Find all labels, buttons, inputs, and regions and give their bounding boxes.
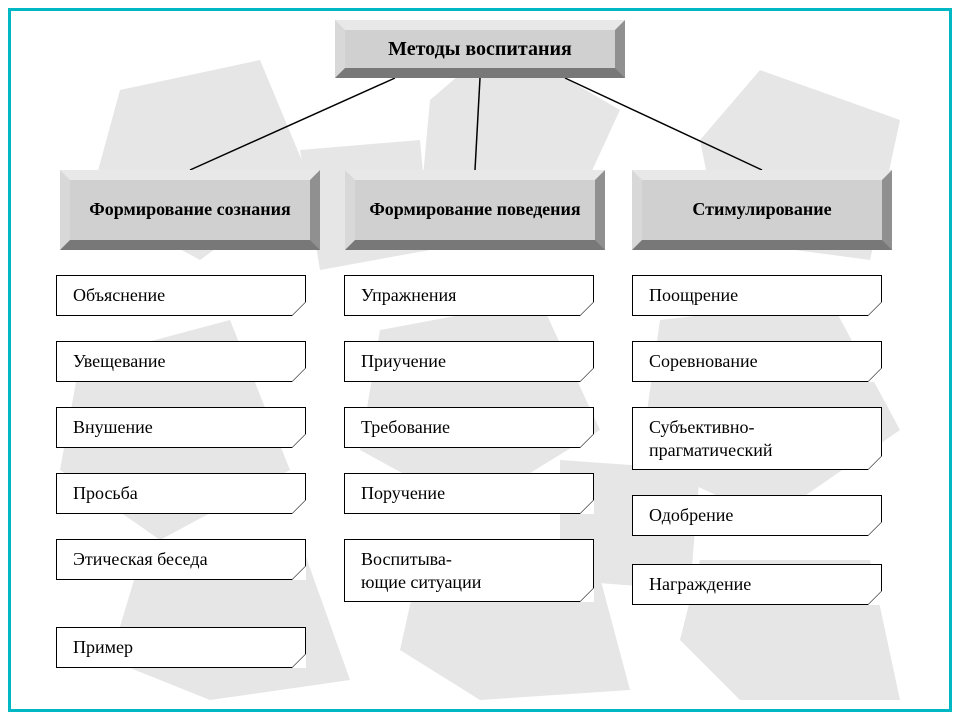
leaf-node: Внушение bbox=[56, 407, 306, 448]
leaf-node: Награждение bbox=[632, 564, 882, 605]
category-label: Стимулирование bbox=[692, 199, 831, 221]
category-node: Формирование сознания bbox=[60, 170, 320, 250]
category-node: Формирование поведения bbox=[345, 170, 605, 250]
leaf-node: Субъективно- прагматический bbox=[632, 407, 882, 470]
leaf-node: Увещевание bbox=[56, 341, 306, 382]
root-label: Методы воспитания bbox=[388, 37, 572, 61]
category-label: Формирование поведения bbox=[369, 199, 580, 221]
root-node: Методы воспитания bbox=[335, 20, 625, 78]
leaf-node: Поручение bbox=[344, 473, 594, 514]
leaf-node: Пример bbox=[56, 627, 306, 668]
leaf-node: Объяснение bbox=[56, 275, 306, 316]
leaf-node: Поощрение bbox=[632, 275, 882, 316]
leaf-node: Упражнения bbox=[344, 275, 594, 316]
leaf-node: Просьба bbox=[56, 473, 306, 514]
leaf-node: Одобрение bbox=[632, 495, 882, 536]
leaf-node: Требование bbox=[344, 407, 594, 448]
leaf-node: Приучение bbox=[344, 341, 594, 382]
category-node: Стимулирование bbox=[632, 170, 892, 250]
diagram-content: Методы воспитания Формирование сознания Ф… bbox=[0, 0, 960, 720]
leaf-node: Этическая беседа bbox=[56, 539, 306, 580]
leaf-node: Соревнование bbox=[632, 341, 882, 382]
leaf-node: Воспитыва- ющие ситуации bbox=[344, 539, 594, 602]
category-label: Формирование сознания bbox=[89, 199, 290, 221]
